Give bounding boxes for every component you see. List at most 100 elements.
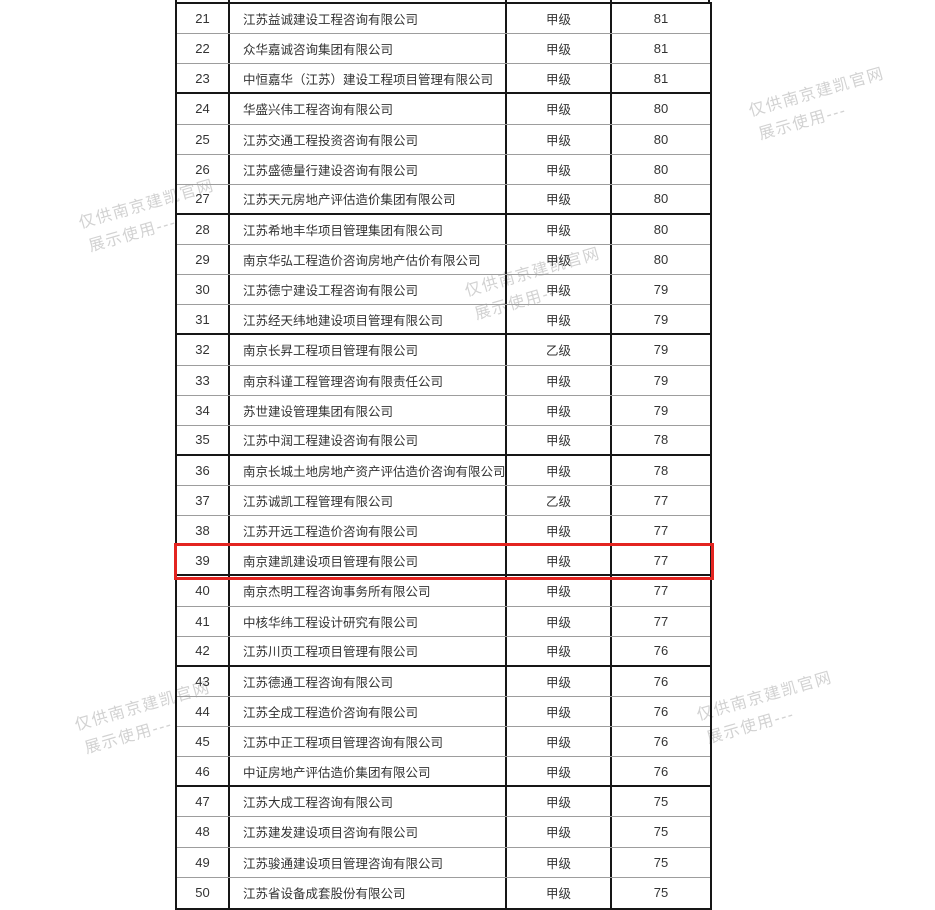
score-cell: 81	[653, 70, 669, 86]
score-cell: 77	[653, 493, 669, 509]
company-cell: 江苏德通工程咨询有限公司	[230, 666, 507, 696]
rank-cell: 47	[177, 787, 230, 817]
rank-cell: 32	[177, 335, 230, 365]
score-cell: 76	[653, 763, 669, 779]
grade-cell: 甲级	[507, 606, 612, 636]
table-row: 32 南京长昇工程项目管理有限公司 乙级 79	[177, 335, 710, 366]
company-cell: 南京科谨工程管理咨询有限责任公司	[230, 365, 507, 395]
grade-cell: 乙级	[507, 335, 612, 365]
table-row: 48 江苏建发建设项目咨询有限公司 甲级 75	[177, 817, 710, 848]
table-row: 24 华盛兴伟工程咨询有限公司 甲级 80	[177, 94, 710, 125]
company-cell: 江苏全成工程造价咨询有限公司	[230, 696, 507, 726]
score-cell: 80	[653, 101, 669, 117]
rank-cell: 38	[177, 516, 230, 546]
rank-cell: 34	[177, 395, 230, 425]
score-cell: 79	[653, 342, 669, 358]
score-cell: 76	[653, 703, 669, 719]
rank-cell: 27	[177, 184, 230, 213]
score-cell: 76	[653, 643, 669, 659]
company-cell: 江苏开远工程造价咨询有限公司	[230, 516, 507, 546]
table-row: 45 江苏中正工程项目管理咨询有限公司 甲级 76	[177, 727, 710, 758]
watermark: 仅供南京建凯官网 展示使用---	[694, 665, 842, 752]
rank-cell: 46	[177, 757, 230, 786]
table-row: 31 江苏经天纬地建设项目管理有限公司 甲级 79	[177, 305, 710, 336]
company-cell: 众华嘉诚咨询集团有限公司	[230, 34, 507, 64]
company-cell: 江苏省设备成套股份有限公司	[230, 877, 507, 908]
table-border-stub	[505, 0, 507, 3]
company-cell: 中恒嘉华（江苏）建设工程项目管理有限公司	[230, 64, 507, 93]
grade-cell: 甲级	[507, 696, 612, 726]
company-cell: 江苏德宁建设工程咨询有限公司	[230, 275, 507, 305]
grade-cell: 甲级	[507, 395, 612, 425]
rank-cell: 41	[177, 606, 230, 636]
table-border-stub	[228, 0, 230, 3]
table-row: 33 南京科谨工程管理咨询有限责任公司 甲级 79	[177, 365, 710, 396]
company-cell: 江苏中正工程项目管理咨询有限公司	[230, 727, 507, 757]
company-cell: 苏世建设管理集团有限公司	[230, 395, 507, 425]
table-row: 42 江苏川页工程项目管理有限公司 甲级 76	[177, 636, 710, 667]
grade-cell: 甲级	[507, 305, 612, 334]
grade-cell: 甲级	[507, 124, 612, 154]
grade-cell: 甲级	[507, 636, 612, 665]
table-row: 26 江苏盛德量行建设咨询有限公司 甲级 80	[177, 154, 710, 185]
grade-cell: 甲级	[507, 666, 612, 696]
company-cell: 南京建凯建设项目管理有限公司	[230, 546, 507, 575]
grade-cell: 甲级	[507, 787, 612, 817]
grade-cell: 甲级	[507, 214, 612, 244]
rank-cell: 42	[177, 636, 230, 665]
table-row: 28 江苏希地丰华项目管理集团有限公司 甲级 80	[177, 214, 710, 245]
grade-cell: 甲级	[507, 455, 612, 485]
table-row: 38 江苏开远工程造价咨询有限公司 甲级 77	[177, 516, 710, 547]
grade-cell: 甲级	[507, 94, 612, 124]
ranking-table: 21 江苏益诚建设工程咨询有限公司 甲级 81 22 众华嘉诚咨询集团有限公司 甲级 81 23…	[175, 2, 712, 910]
rank-cell: 31	[177, 305, 230, 334]
table-row: 30 江苏德宁建设工程咨询有限公司 甲级 79	[177, 275, 710, 306]
company-cell: 华盛兴伟工程咨询有限公司	[230, 94, 507, 124]
score-cell: 77	[653, 523, 669, 539]
score-cell: 79	[653, 311, 669, 327]
table-row: 43 江苏德通工程咨询有限公司 甲级 76	[177, 666, 710, 697]
company-cell: 江苏经天纬地建设项目管理有限公司	[230, 305, 507, 334]
score-cell: 76	[653, 734, 669, 750]
company-cell: 江苏益诚建设工程咨询有限公司	[230, 4, 507, 34]
grade-cell: 甲级	[507, 817, 612, 847]
grade-cell: 甲级	[507, 275, 612, 305]
rank-cell: 45	[177, 727, 230, 757]
grade-cell: 甲级	[507, 365, 612, 395]
table-border-stub	[610, 0, 612, 3]
score-cell: 80	[653, 161, 669, 177]
company-cell: 江苏诚凯工程管理有限公司	[230, 486, 507, 516]
rank-cell: 37	[177, 486, 230, 516]
company-cell: 江苏盛德量行建设咨询有限公司	[230, 154, 507, 184]
grade-cell: 甲级	[507, 64, 612, 93]
watermark-line1: 仅供南京建凯官网	[695, 669, 835, 725]
score-cell: 77	[653, 613, 669, 629]
score-cell: 81	[653, 11, 669, 27]
table-border-stub	[175, 0, 177, 3]
rank-cell: 36	[177, 455, 230, 485]
table-row: 36 南京长城土地房地产资产评估造价咨询有限公司 甲级 78	[177, 455, 710, 486]
score-cell: 80	[653, 191, 669, 207]
table-row: 40 南京杰明工程咨询事务所有限公司 甲级 77	[177, 576, 710, 607]
grade-cell: 甲级	[507, 546, 612, 575]
score-cell: 79	[653, 282, 669, 298]
score-cell: 75	[653, 885, 669, 901]
score-cell: 75	[653, 794, 669, 810]
rank-cell: 24	[177, 94, 230, 124]
rank-cell: 48	[177, 817, 230, 847]
rank-cell: 33	[177, 365, 230, 395]
table-row: 47 江苏大成工程咨询有限公司 甲级 75	[177, 787, 710, 818]
company-cell: 中证房地产评估造价集团有限公司	[230, 757, 507, 786]
table-row: 39 南京建凯建设项目管理有限公司 甲级 77	[177, 546, 710, 577]
table-row: 27 江苏天元房地产评估造价集团有限公司 甲级 80	[177, 184, 710, 215]
score-cell: 79	[653, 372, 669, 388]
company-cell: 江苏天元房地产评估造价集团有限公司	[230, 184, 507, 213]
grade-cell: 甲级	[507, 184, 612, 213]
company-cell: 南京杰明工程咨询事务所有限公司	[230, 576, 507, 606]
rank-cell: 43	[177, 666, 230, 696]
rank-cell: 50	[177, 877, 230, 908]
grade-cell: 甲级	[507, 847, 612, 877]
company-cell: 南京长昇工程项目管理有限公司	[230, 335, 507, 365]
score-cell: 80	[653, 131, 669, 147]
rank-cell: 39	[177, 546, 230, 575]
